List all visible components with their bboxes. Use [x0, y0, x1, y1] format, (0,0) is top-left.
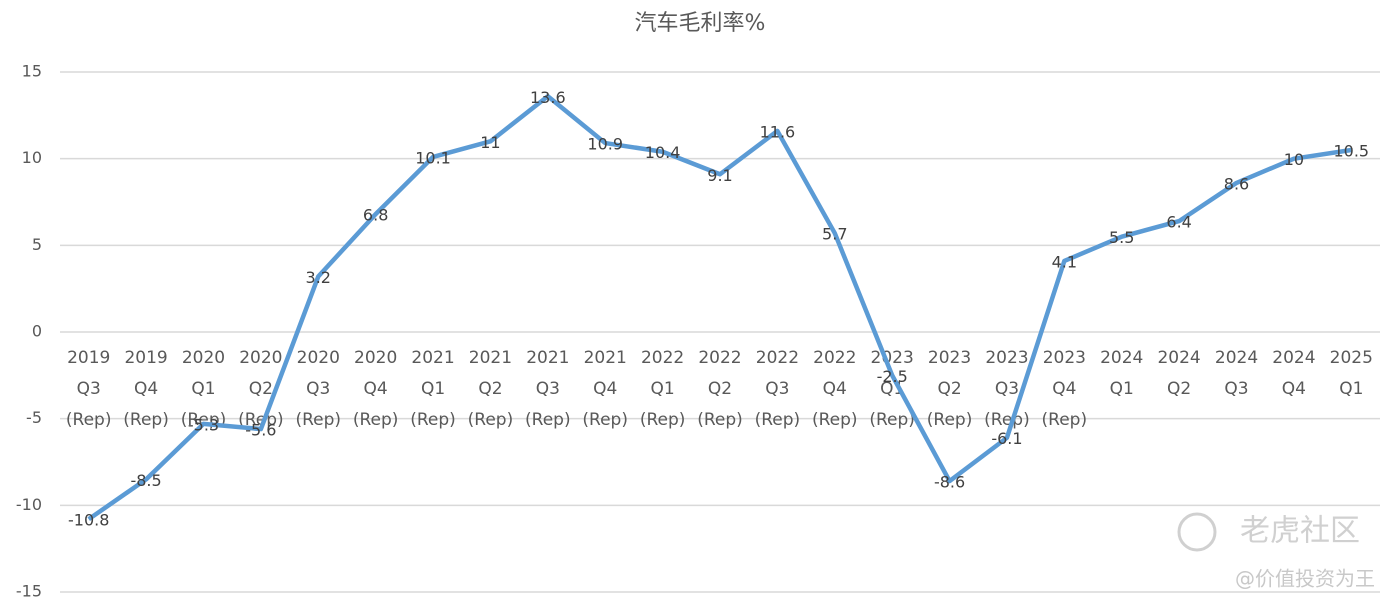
data-label: 5.7 — [822, 225, 847, 244]
x-tick-label: Q4 — [1052, 379, 1076, 399]
x-tick-label: Q1 — [1339, 379, 1363, 399]
watermark-icon — [1177, 512, 1217, 552]
data-label: -8.5 — [130, 471, 161, 490]
x-tick-label: 2021 — [469, 348, 512, 368]
x-tick-label: 2021 — [584, 348, 627, 368]
x-tick-label: (Rep) — [525, 410, 571, 430]
x-tick-label: 2019 — [67, 348, 110, 368]
x-tick-label: Q2 — [249, 379, 273, 399]
x-tick-label: (Rep) — [66, 410, 112, 430]
x-tick-label: Q4 — [364, 379, 388, 399]
data-label: 11.6 — [760, 122, 796, 141]
x-tick-label: (Rep) — [410, 410, 456, 430]
x-tick-label: Q3 — [1224, 379, 1248, 399]
x-tick-label: 2024 — [1157, 348, 1200, 368]
x-tick-label: (Rep) — [984, 410, 1030, 430]
x-tick-label: (Rep) — [123, 410, 169, 430]
chart-title: 汽车毛利率% — [635, 11, 766, 36]
data-label: 8.6 — [1224, 174, 1249, 193]
x-tick-label: 2019 — [124, 348, 167, 368]
data-label: 6.8 — [363, 206, 388, 225]
x-tick-label: (Rep) — [640, 410, 686, 430]
x-tick-label: 2024 — [1100, 348, 1143, 368]
y-tick-label: -10 — [16, 495, 42, 514]
x-tick-label: 2023 — [928, 348, 971, 368]
x-tick-label: Q4 — [1282, 379, 1306, 399]
x-tick-label: 2025 — [1330, 348, 1373, 368]
data-label: 6.4 — [1166, 213, 1191, 232]
x-tick-label: (Rep) — [238, 410, 284, 430]
data-label: 10.9 — [587, 135, 623, 154]
y-tick-label: 5 — [32, 235, 42, 254]
x-tick-label: 2024 — [1272, 348, 1315, 368]
x-tick-label: 2021 — [411, 348, 454, 368]
data-label: -5.3 — [188, 415, 219, 434]
x-tick-label: Q1 — [191, 379, 215, 399]
x-tick-label: 2022 — [641, 348, 684, 368]
x-tick-label: Q4 — [134, 379, 158, 399]
y-tick-label: -5 — [26, 408, 42, 427]
x-tick-label: Q2 — [708, 379, 732, 399]
x-tick-label: Q3 — [765, 379, 789, 399]
x-tick-label: Q2 — [1167, 379, 1191, 399]
data-label: -2.5 — [877, 367, 908, 386]
x-tick-label: Q1 — [1110, 379, 1134, 399]
x-tick-label: 2022 — [813, 348, 856, 368]
x-tick-label: (Rep) — [1042, 410, 1088, 430]
x-tick-label: (Rep) — [812, 410, 858, 430]
x-tick-label: 2023 — [871, 348, 914, 368]
data-label: 10.5 — [1333, 142, 1369, 161]
x-tick-label: Q2 — [937, 379, 961, 399]
x-tick-label: 2023 — [985, 348, 1028, 368]
x-tick-label: (Rep) — [697, 410, 743, 430]
data-label: 13.6 — [530, 88, 566, 107]
data-label: 3.2 — [306, 268, 331, 287]
data-label: 10 — [1284, 150, 1304, 169]
x-tick-label: (Rep) — [582, 410, 628, 430]
data-label: -5.6 — [245, 421, 276, 440]
x-tick-label: Q3 — [995, 379, 1019, 399]
x-tick-label: 2022 — [756, 348, 799, 368]
x-tick-label: Q4 — [593, 379, 617, 399]
x-tick-label: Q3 — [536, 379, 560, 399]
x-tick-label: Q2 — [478, 379, 502, 399]
data-label: -10.8 — [68, 511, 109, 530]
data-label: -6.1 — [991, 429, 1022, 448]
x-tick-label: 2020 — [354, 348, 397, 368]
x-tick-label: (Rep) — [755, 410, 801, 430]
data-label: 4.1 — [1052, 252, 1077, 271]
x-tick-label: Q1 — [651, 379, 675, 399]
x-tick-label: (Rep) — [927, 410, 973, 430]
x-tick-label: (Rep) — [869, 410, 915, 430]
x-tick-label: 2022 — [698, 348, 741, 368]
x-tick-label: Q1 — [421, 379, 445, 399]
x-tick-label: Q4 — [823, 379, 847, 399]
line — [87, 94, 1352, 522]
x-tick-label: (Rep) — [295, 410, 341, 430]
x-tick-label: 2021 — [526, 348, 569, 368]
x-tick-label: 2023 — [1043, 348, 1086, 368]
watermark-logo: 老虎社区 — [1240, 514, 1360, 549]
x-tick-label: 2020 — [297, 348, 340, 368]
x-tick-label: 2024 — [1215, 348, 1258, 368]
data-label: 11 — [480, 133, 500, 152]
data-label: 10.4 — [645, 143, 681, 162]
data-label: 10.1 — [415, 148, 451, 167]
x-tick-label: 2020 — [239, 348, 282, 368]
data-label: 5.5 — [1109, 228, 1134, 247]
y-tick-label: 15 — [22, 62, 42, 81]
x-tick-label: Q3 — [306, 379, 330, 399]
data-label: -8.6 — [934, 473, 965, 492]
y-tick-label: -15 — [16, 582, 42, 601]
x-tick-label: (Rep) — [353, 410, 399, 430]
x-tick-label: 2020 — [182, 348, 225, 368]
x-tick-label: (Rep) — [468, 410, 514, 430]
y-tick-label: 10 — [22, 148, 42, 167]
watermark-author: @价值投资为王 — [1235, 567, 1375, 591]
x-tick-label: Q3 — [77, 379, 101, 399]
data-label: 9.1 — [707, 166, 732, 185]
y-tick-label: 0 — [32, 322, 42, 341]
